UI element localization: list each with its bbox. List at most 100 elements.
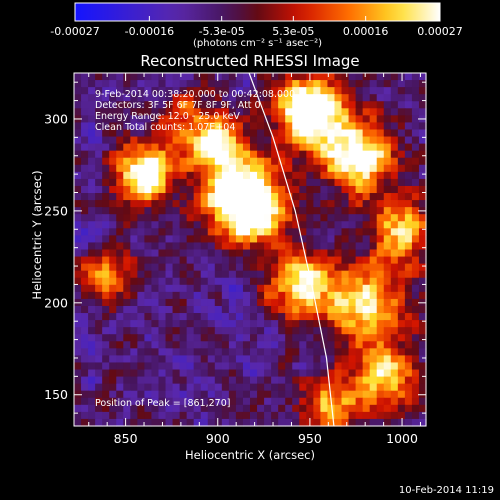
heatmap-cell — [299, 390, 307, 399]
heatmap-cell — [151, 313, 160, 321]
heatmap-cell — [228, 122, 237, 131]
heatmap-cell — [411, 249, 420, 258]
heatmap-cell — [130, 129, 138, 138]
heatmap-cell — [165, 101, 174, 109]
heatmap-cell — [137, 313, 145, 321]
heatmap-cell — [306, 171, 314, 180]
heatmap-cell — [200, 136, 209, 145]
heatmap-cell — [418, 291, 427, 300]
heatmap-cell — [313, 80, 321, 88]
heatmap-cell — [214, 305, 223, 314]
heatmap-cell — [158, 228, 167, 236]
heatmap-cell — [102, 129, 110, 138]
heatmap-cell — [95, 376, 103, 385]
heatmap-cell — [137, 207, 145, 215]
heatmap-cell — [299, 327, 307, 335]
heatmap-cell — [418, 157, 427, 166]
heatmap-cell — [404, 348, 413, 356]
heatmap-cell — [165, 122, 174, 131]
heatmap-cell — [411, 355, 420, 364]
heatmap-cell — [383, 263, 392, 272]
heatmap-cell — [221, 263, 230, 272]
heatmap-cell — [362, 122, 371, 131]
heatmap-cell — [235, 320, 244, 328]
heatmap-cell — [207, 404, 216, 413]
heatmap-cell — [348, 150, 357, 159]
heatmap-cell — [369, 305, 378, 314]
heatmap-cell — [320, 418, 329, 427]
heatmap-cell — [383, 185, 392, 194]
heatmap-cell — [193, 94, 202, 102]
heatmap-cell — [397, 150, 406, 159]
heatmap-cell — [144, 277, 153, 286]
heatmap-cell — [207, 376, 216, 385]
heatmap-cell — [172, 397, 181, 406]
heatmap-cell — [158, 164, 167, 173]
heatmap-cell — [214, 122, 223, 131]
heatmap-cell — [264, 348, 272, 356]
heatmap-cell — [242, 129, 251, 138]
heatmap-cell — [362, 235, 371, 244]
heatmap-cell — [179, 122, 188, 131]
heatmap-cell — [200, 87, 209, 95]
heatmap-cell — [334, 242, 343, 251]
heatmap-cell — [165, 193, 174, 201]
heatmap-cell — [292, 277, 300, 286]
heatmap-cell — [383, 397, 392, 406]
heatmap-cell — [397, 129, 406, 138]
heatmap-cell — [362, 376, 371, 385]
heatmap-cell — [151, 185, 160, 194]
heatmap-cell — [221, 200, 230, 208]
heatmap-cell — [130, 249, 138, 258]
heatmap-cell — [271, 305, 279, 314]
heatmap-cell — [383, 136, 392, 145]
heatmap-cell — [383, 207, 392, 215]
heatmap-cell — [151, 235, 160, 244]
heatmap-cell — [292, 207, 300, 215]
heatmap-cell — [74, 284, 82, 293]
heatmap-cell — [123, 101, 131, 109]
heatmap-cell — [250, 108, 258, 116]
heatmap-cell — [348, 263, 357, 272]
heatmap-cell — [292, 418, 300, 427]
heatmap-cell — [278, 193, 286, 201]
heatmap-cell — [348, 235, 357, 244]
heatmap-cell — [151, 327, 160, 335]
heatmap-cell — [200, 305, 209, 314]
heatmap-cell — [207, 129, 216, 138]
heatmap-cell — [179, 277, 188, 286]
heatmap-cell — [278, 397, 286, 406]
heatmap-cell — [397, 214, 406, 222]
heatmap-cell — [179, 376, 188, 385]
heatmap-cell — [404, 355, 413, 364]
heatmap-cell — [207, 369, 216, 378]
heatmap-cell — [313, 164, 321, 173]
heatmap-cell — [404, 383, 413, 392]
heatmap-cell — [369, 185, 378, 194]
heatmap-cell — [250, 143, 258, 152]
heatmap-cell — [362, 178, 371, 187]
heatmap-cell — [207, 291, 216, 300]
heatmap-cell — [221, 115, 230, 124]
heatmap-cell — [158, 334, 167, 342]
heatmap-cell — [285, 94, 293, 102]
heatmap-cell — [228, 291, 237, 300]
heatmap-cell — [278, 320, 286, 328]
heatmap-cell — [228, 80, 237, 88]
heatmap-cell — [334, 80, 343, 88]
heatmap-cell — [235, 390, 244, 399]
heatmap-cell — [376, 277, 385, 286]
heatmap-cell — [411, 171, 420, 180]
heatmap-cell — [411, 108, 420, 116]
heatmap-cell — [257, 178, 265, 187]
heatmap-cell — [383, 221, 392, 229]
heatmap-cell — [165, 108, 174, 116]
heatmap-cell — [193, 404, 202, 413]
heatmap-cell — [228, 383, 237, 392]
heatmap-cell — [193, 207, 202, 215]
heatmap-cell — [348, 383, 357, 392]
heatmap-cell — [390, 291, 399, 300]
heatmap-cell — [116, 383, 124, 392]
heatmap-cell — [172, 143, 181, 152]
heatmap-cell — [137, 418, 145, 427]
